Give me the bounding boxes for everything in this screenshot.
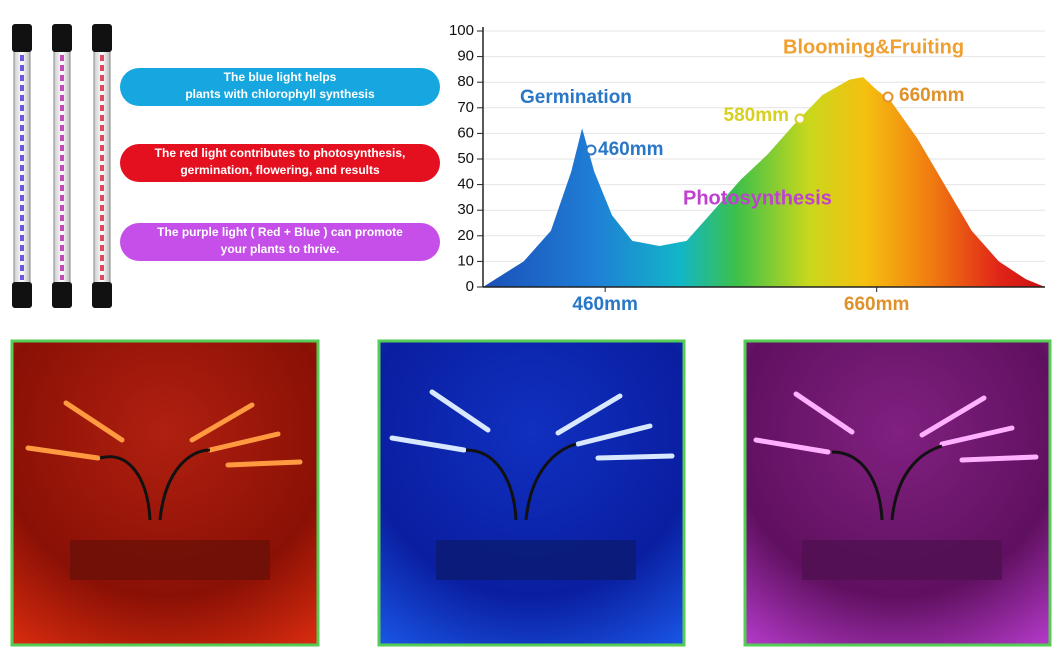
- feature-text: The purple light ( Red + Blue ) can prom…: [157, 225, 403, 239]
- annotation-dot: [794, 113, 806, 125]
- x-tick-label: 460mm: [572, 294, 638, 315]
- annotation: Blooming&Fruiting: [783, 36, 964, 58]
- spectrum-area: [483, 77, 1045, 287]
- y-tick-label: 100: [449, 22, 474, 39]
- feature-text: your plants to thrive.: [221, 242, 340, 256]
- photo-red: [10, 339, 320, 647]
- feature-text: plants with chlorophyll synthesis: [185, 87, 375, 101]
- y-tick-label: 90: [457, 48, 474, 65]
- y-tick-label: 80: [457, 73, 474, 90]
- photo-purple: [743, 339, 1052, 647]
- feature-text: The red light contributes to photosynthe…: [155, 146, 406, 160]
- annotation: Germination: [520, 87, 632, 108]
- photo-blue: [377, 339, 686, 647]
- spectrum-chart: 0 10 20 30 40 50 60 70 80 90 100 460mm 660mm Germinat…: [449, 22, 1045, 315]
- feature-purple: The purple light ( Red + Blue ) can prom…: [120, 223, 440, 261]
- annotation-dot: [882, 91, 894, 103]
- feature-blue: The blue light helps plants with chlorop…: [120, 68, 440, 106]
- y-tick-label: 50: [457, 150, 474, 167]
- x-tick-label: 660mm: [844, 294, 910, 315]
- feature-text: The blue light helps: [224, 70, 337, 84]
- light-tubes: [12, 24, 112, 308]
- feature-text: germination, flowering, and results: [180, 163, 380, 177]
- annotation: 580mm: [724, 105, 790, 126]
- annotation: Photosynthesis: [683, 187, 832, 209]
- y-tick-label: 0: [466, 278, 474, 295]
- y-tick-label: 30: [457, 201, 474, 218]
- y-tick-label: 60: [457, 124, 474, 141]
- feature-red: The red light contributes to photosynthe…: [120, 144, 440, 182]
- y-tick-label: 20: [457, 227, 474, 244]
- y-tick-label: 40: [457, 176, 474, 193]
- annotation: 460mm: [598, 139, 664, 160]
- annotation-dot: [585, 144, 597, 156]
- y-tick-label: 70: [457, 99, 474, 116]
- annotation: 660mm: [899, 85, 965, 106]
- y-tick-label: 10: [457, 252, 474, 269]
